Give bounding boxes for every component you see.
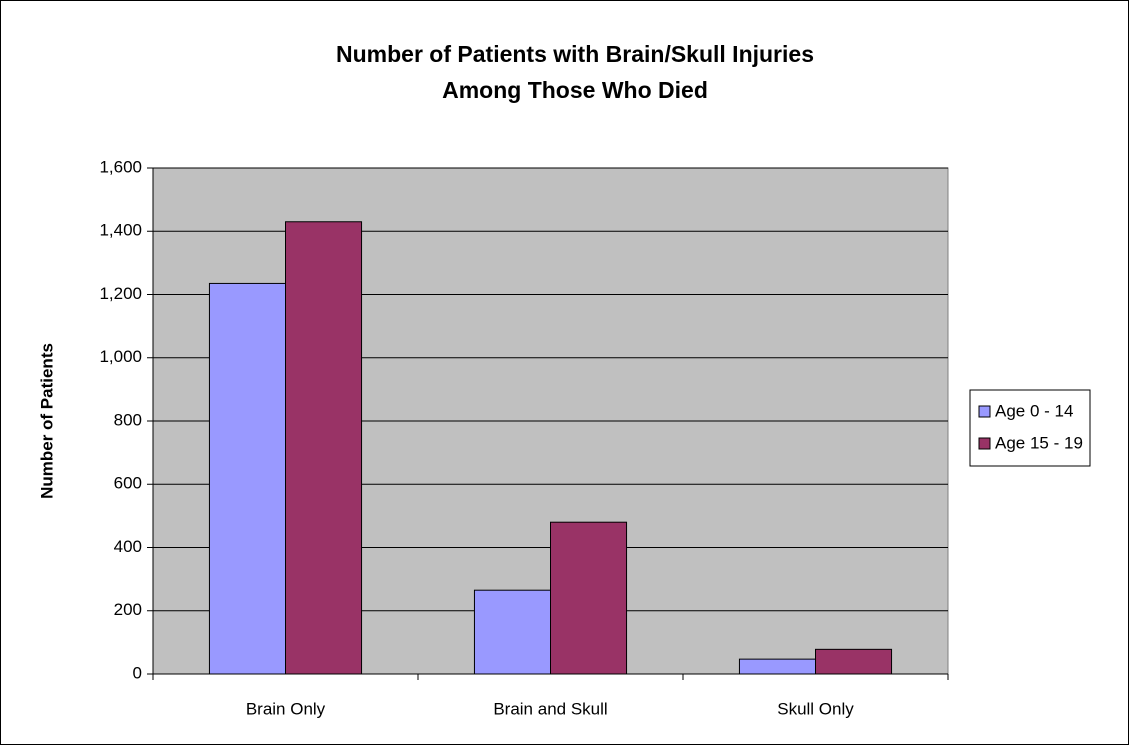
y-tick-label: 1,000 (99, 347, 142, 366)
chart-title: Among Those Who Died (442, 77, 708, 103)
bar (738, 658, 817, 675)
x-tick-label: Brain and Skull (493, 699, 607, 718)
legend-label: Age 15 - 19 (995, 433, 1083, 452)
bar (285, 221, 363, 675)
y-tick-label: 800 (114, 410, 142, 429)
bar (815, 648, 893, 675)
legend-swatch (978, 405, 991, 418)
y-axis-title: Number of Patients (37, 343, 56, 499)
y-tick-label: 1,400 (99, 221, 142, 240)
legend-box (969, 389, 1091, 467)
y-tick-label: 200 (114, 600, 142, 619)
y-tick-label: 600 (114, 474, 142, 493)
y-tick-label: 1,200 (99, 284, 142, 303)
bar (550, 521, 628, 675)
legend-label: Age 0 - 14 (995, 401, 1073, 420)
x-tick-label: Skull Only (777, 699, 854, 718)
chart-title: Number of Patients with Brain/Skull Inju… (336, 41, 814, 67)
bar (208, 282, 287, 675)
y-tick-label: 400 (114, 537, 142, 556)
legend-swatch (978, 437, 991, 450)
x-tick-label: Brain Only (246, 699, 326, 718)
y-tick-label: 1,600 (99, 157, 142, 176)
y-tick-label: 0 (133, 663, 142, 682)
bar (473, 589, 552, 675)
